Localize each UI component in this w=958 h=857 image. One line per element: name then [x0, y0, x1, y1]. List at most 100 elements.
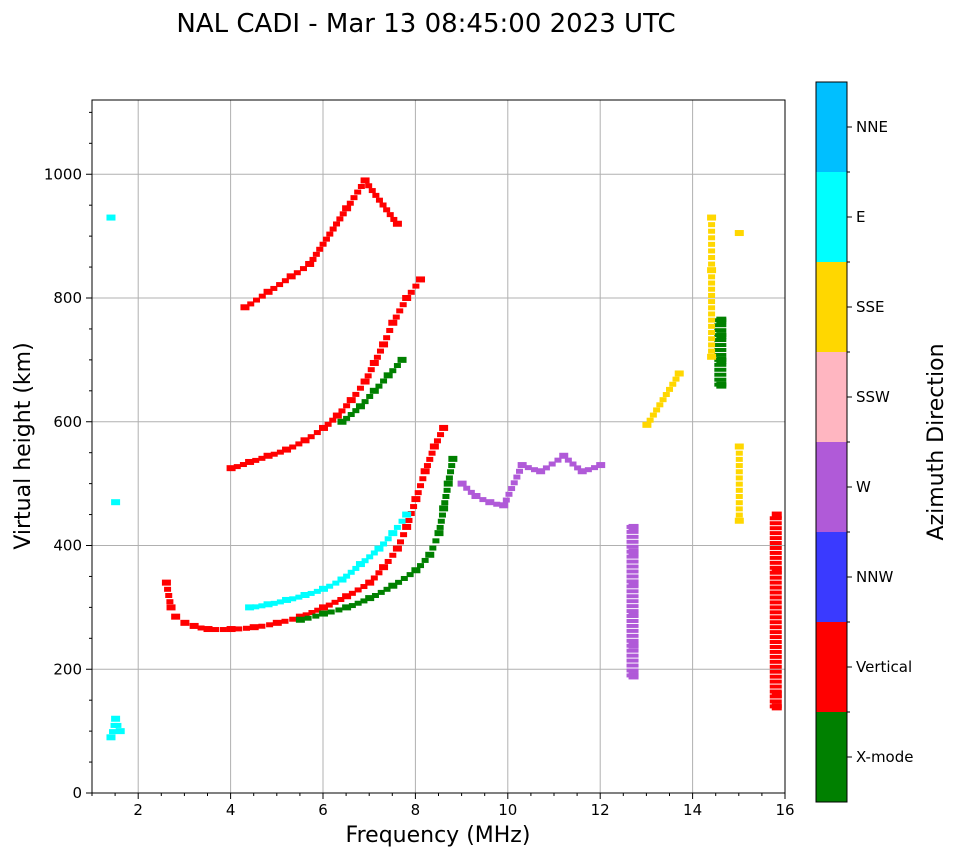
data-point [360, 598, 368, 604]
data-point [299, 266, 307, 272]
series-vertical [240, 177, 402, 311]
data-point [708, 292, 716, 298]
data-point [313, 588, 321, 594]
data-point [626, 648, 639, 653]
data-point [372, 192, 380, 198]
series-vertical [769, 511, 782, 711]
data-point [769, 585, 782, 590]
data-point [419, 476, 427, 482]
data-point [360, 177, 370, 184]
data-point [335, 607, 343, 613]
colorbar-label: NNW [856, 568, 893, 586]
data-point [393, 524, 401, 530]
data-point [397, 539, 404, 545]
data-point [457, 480, 467, 487]
data-point [410, 504, 418, 510]
data-point [659, 397, 667, 403]
data-point [324, 421, 332, 427]
data-point [708, 228, 716, 234]
data-point [407, 289, 415, 295]
data-point [383, 207, 391, 213]
data-point [429, 443, 439, 450]
data-point [510, 480, 518, 486]
colorbar-frame [815, 81, 848, 803]
data-point [448, 455, 458, 462]
data-point [197, 625, 205, 631]
data-point [714, 362, 727, 367]
data-point [360, 378, 370, 385]
data-point [432, 538, 440, 544]
data-point [769, 649, 782, 654]
data-point [377, 589, 385, 595]
data-point [313, 430, 321, 436]
data-point [383, 335, 391, 341]
colorbar-label: Vertical [856, 658, 912, 676]
data-point [536, 468, 546, 475]
data-point [564, 457, 572, 463]
data-point [109, 729, 117, 735]
data-point [282, 446, 292, 453]
data-point [656, 402, 664, 408]
data-point [769, 521, 782, 526]
data-point [428, 450, 436, 456]
data-point [393, 363, 401, 369]
colorbar-swatch-nne [816, 82, 847, 172]
data-point [769, 654, 782, 659]
data-point [379, 202, 387, 208]
data-point [371, 593, 379, 598]
data-point [708, 286, 716, 292]
data-point [769, 531, 782, 536]
data-point [355, 561, 365, 568]
data-point [425, 551, 435, 558]
data-point [769, 560, 782, 565]
data-point [530, 467, 538, 473]
data-point [235, 626, 243, 632]
data-point [714, 338, 727, 343]
data-point [180, 619, 190, 626]
data-point [505, 491, 513, 497]
data-point [769, 526, 782, 531]
data-point [708, 241, 716, 247]
data-point [626, 633, 639, 638]
data-point [516, 468, 524, 474]
data-point [626, 628, 639, 633]
data-point [386, 212, 394, 218]
data-point [354, 189, 362, 195]
data-point [443, 487, 451, 493]
series-sse [642, 214, 744, 524]
data-point [346, 200, 354, 206]
x-tick-label: 2 [133, 801, 143, 819]
data-point [411, 567, 421, 574]
data-point [314, 607, 322, 613]
data-point [426, 456, 434, 462]
data-point [433, 438, 441, 444]
data-point [300, 592, 310, 598]
colorbar-swatch-ssw [816, 352, 847, 442]
data-point [769, 689, 782, 694]
data-point [441, 500, 449, 506]
data-point [735, 487, 743, 493]
data-point [370, 575, 378, 581]
data-point [395, 579, 403, 585]
data-point [258, 455, 266, 461]
data-point [295, 441, 303, 447]
data-point [319, 241, 327, 247]
data-point [714, 318, 727, 323]
data-point [417, 563, 425, 569]
data-point [769, 664, 782, 669]
data-point [402, 511, 412, 518]
data-point [669, 381, 677, 387]
data-point [769, 516, 782, 521]
data-point [438, 512, 446, 518]
data-point [666, 386, 674, 392]
data-point [769, 679, 782, 684]
data-point [400, 532, 408, 538]
data-point [312, 613, 320, 619]
data-point [626, 658, 639, 663]
data-point [258, 603, 266, 609]
data-point [203, 626, 213, 633]
data-point [331, 599, 339, 605]
data-point [366, 393, 374, 399]
data-point [226, 465, 236, 472]
data-point [369, 387, 379, 394]
